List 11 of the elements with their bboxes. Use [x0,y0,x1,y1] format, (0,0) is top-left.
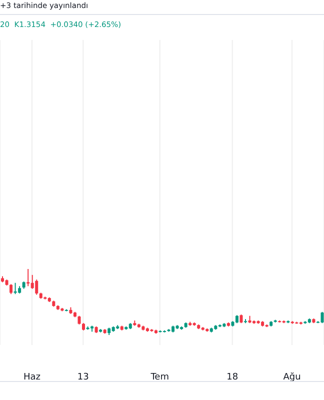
candlestick [320,311,324,324]
candlestick [26,268,30,287]
candlestick [14,282,17,295]
x-tick-label: 18 [226,372,238,382]
candlestick [30,274,34,290]
x-tick-label: Ağu [283,371,301,382]
candlestick [10,284,13,295]
x-tick-label: Tem [150,372,170,382]
candlestick [35,279,38,296]
x-tick-label: Haz [23,372,41,382]
x-tick-label: 13 [77,372,89,382]
